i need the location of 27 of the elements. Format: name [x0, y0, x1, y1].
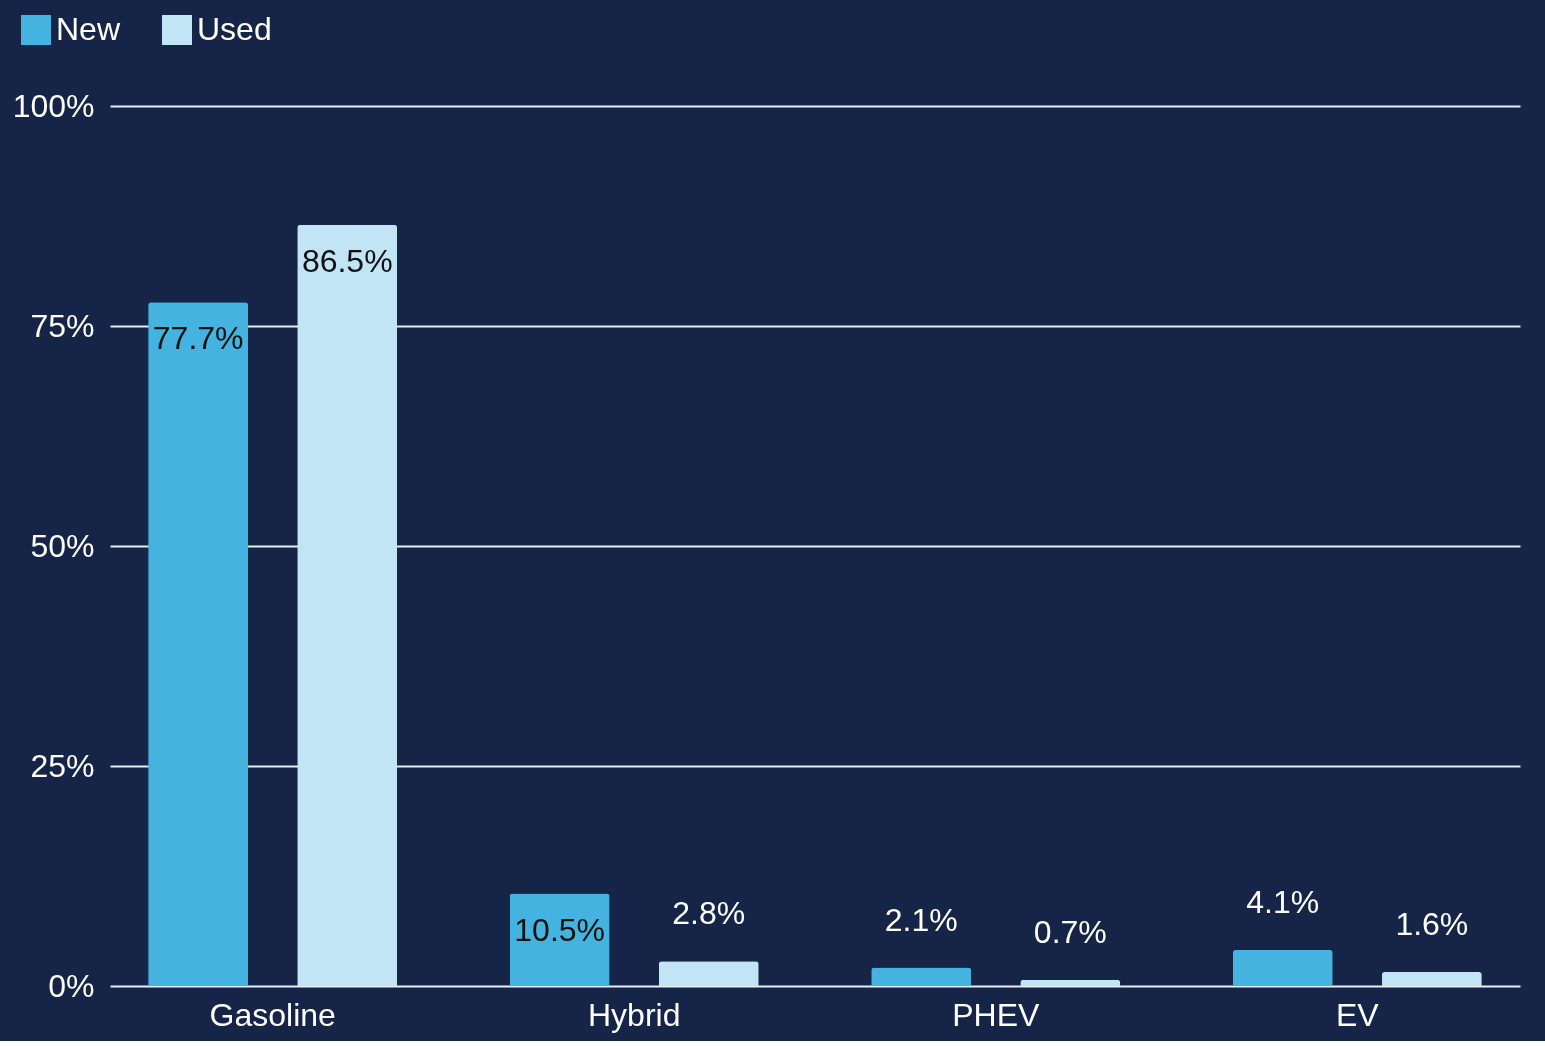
y-tick-label: 25% [30, 747, 95, 784]
y-tick-label: 0% [48, 967, 95, 1004]
x-tick-label: PHEV [952, 996, 1040, 1033]
y-tick-label: 50% [30, 527, 95, 564]
bar [297, 224, 398, 986]
x-tick-label: EV [1335, 996, 1380, 1033]
data-label: 0.7% [1033, 913, 1107, 950]
data-label: 2.1% [884, 901, 958, 938]
y-tick-label: 75% [30, 307, 95, 344]
data-label: 77.7% [152, 320, 244, 357]
y-tick-label: 100% [12, 87, 95, 124]
bar [658, 961, 759, 986]
bar [509, 893, 610, 986]
data-label: 86.5% [301, 242, 393, 279]
bar [1232, 949, 1333, 986]
bar [148, 302, 249, 986]
data-label: 4.1% [1246, 883, 1320, 920]
data-label: 10.5% [514, 911, 606, 948]
bar [1020, 979, 1121, 986]
x-tick-label: Hybrid [588, 996, 681, 1033]
bar [871, 967, 972, 986]
legend-label: Used [197, 11, 272, 47]
data-label: 2.8% [672, 895, 746, 932]
legend-label: New [56, 11, 121, 47]
bar [1381, 971, 1482, 986]
x-tick-label: Gasoline [209, 996, 336, 1033]
data-label: 1.6% [1395, 905, 1469, 942]
